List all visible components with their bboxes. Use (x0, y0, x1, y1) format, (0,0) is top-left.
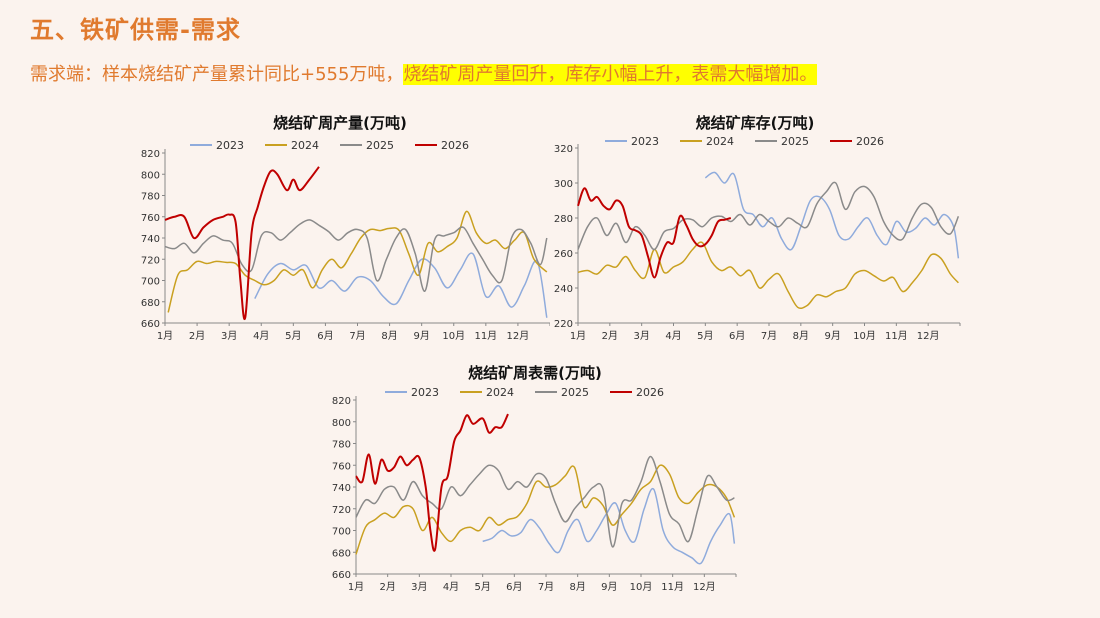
legend-label: 2023 (631, 135, 659, 148)
x-tick-label: 6月 (506, 581, 522, 593)
legend-label: 2025 (781, 135, 809, 148)
legend-label: 2025 (366, 139, 394, 152)
x-tick-label: 1月 (157, 330, 173, 342)
series-line-2025 (355, 455, 735, 548)
x-tick-label: 6月 (317, 330, 333, 342)
legend-label: 2026 (441, 139, 469, 152)
x-tick-label: 5月 (285, 330, 301, 342)
y-tick-label: 780 (141, 192, 160, 203)
chart-title: 烧结矿库存(万吨) (696, 114, 815, 132)
x-tick-label: 12月 (507, 330, 530, 342)
x-tick-label: 10月 (853, 330, 876, 342)
x-tick-label: 5月 (474, 581, 490, 593)
series-line-2026 (577, 187, 732, 279)
series-line-2023 (482, 487, 736, 565)
x-tick-label: 7月 (538, 581, 554, 593)
x-tick-label: 12月 (693, 581, 716, 593)
x-tick-label: 9月 (601, 581, 617, 593)
x-tick-label: 11月 (661, 581, 684, 593)
page-title: 五、铁矿供需-需求 (30, 16, 241, 44)
chart-sinter-weekly-output: 烧结矿周产量(万吨) 2023 2024 2025 2026 660 680 700 720 74… (141, 114, 550, 342)
x-tick-label: 6月 (729, 330, 745, 342)
legend-label: 2024 (291, 139, 319, 152)
x-tick-label: 8月 (793, 330, 809, 342)
series-line-2026 (355, 413, 509, 552)
y-tick-label: 800 (332, 418, 351, 429)
x-tick-label: 12月 (917, 330, 940, 342)
x-tick-label: 8月 (381, 330, 397, 342)
chart-sinter-apparent-demand: 烧结矿周表需(万吨) 2023 2024 2025 2026 660 680 700 720 74… (332, 364, 737, 593)
chart-title: 烧结矿周产量(万吨) (273, 114, 407, 132)
legend-label: 2024 (706, 135, 734, 148)
x-tick-label: 1月 (570, 330, 586, 342)
x-tick-label: 1月 (348, 581, 364, 593)
x-tick-label: 10月 (630, 581, 653, 593)
x-tick-label: 7月 (761, 330, 777, 342)
legend-label: 2023 (216, 139, 244, 152)
y-tick-label: 800 (141, 170, 160, 181)
series-line-2025 (577, 181, 960, 251)
y-tick-label: 680 (332, 548, 351, 559)
y-tick-label: 220 (554, 319, 573, 330)
x-tick-label: 8月 (569, 581, 585, 593)
series-line-2026 (164, 166, 320, 321)
subtitle-plain: 需求端：样本烧结矿产量累计同比+555万吨， (30, 64, 404, 85)
x-tick-label: 2月 (189, 330, 205, 342)
series-line-2023 (704, 171, 960, 259)
y-tick-label: 280 (554, 214, 573, 225)
y-tick-label: 740 (332, 483, 351, 494)
y-tick-label: 700 (141, 277, 160, 288)
x-tick-label: 5月 (697, 330, 713, 342)
x-tick-label: 2月 (379, 581, 395, 593)
chart-sinter-inventory: 烧结矿库存(万吨) 2023 2024 2025 2026 220 240 260 280 300… (554, 114, 961, 342)
x-tick-label: 4月 (443, 581, 459, 593)
y-tick-label: 300 (554, 179, 573, 190)
x-tick-label: 11月 (885, 330, 908, 342)
y-tick-label: 740 (141, 234, 160, 245)
series-line-2025 (164, 219, 548, 292)
series-line-2023 (254, 252, 548, 318)
y-tick-label: 720 (332, 505, 351, 516)
x-tick-label: 9月 (413, 330, 429, 342)
y-tick-label: 720 (141, 255, 160, 266)
legend-label: 2026 (856, 135, 884, 148)
x-tick-label: 2月 (602, 330, 618, 342)
x-tick-label: 4月 (665, 330, 681, 342)
page-subtitle: 需求端：样本烧结矿产量累计同比+555万吨，烧结矿周产量回升，库存小幅上升，表需… (30, 60, 818, 86)
y-tick-label: 680 (141, 298, 160, 309)
y-tick-label: 820 (141, 149, 160, 160)
series-line-2024 (577, 241, 959, 310)
series-line-2024 (355, 464, 736, 555)
x-tick-label: 7月 (349, 330, 365, 342)
y-tick-label: 240 (554, 284, 573, 295)
y-tick-label: 660 (332, 570, 351, 581)
x-tick-label: 4月 (253, 330, 269, 342)
chart-title: 烧结矿周表需(万吨) (468, 364, 602, 382)
y-tick-label: 260 (554, 249, 573, 260)
legend-label: 2023 (411, 386, 439, 399)
y-tick-label: 320 (554, 144, 573, 155)
x-tick-label: 10月 (442, 330, 465, 342)
series-line-2024 (167, 210, 548, 313)
y-tick-label: 760 (141, 213, 160, 224)
y-tick-label: 660 (141, 319, 160, 330)
y-tick-label: 780 (332, 440, 351, 451)
y-tick-label: 760 (332, 461, 351, 472)
y-tick-label: 700 (332, 527, 351, 538)
legend-label: 2026 (636, 386, 664, 399)
x-tick-label: 9月 (824, 330, 840, 342)
x-tick-label: 3月 (411, 581, 427, 593)
x-tick-label: 3月 (221, 330, 237, 342)
subtitle-highlight: 烧结矿周产量回升，库存小幅上升，表需大幅增加。 (403, 64, 818, 85)
legend-label: 2025 (561, 386, 589, 399)
y-tick-label: 820 (332, 396, 351, 407)
legend-label: 2024 (486, 386, 514, 399)
x-tick-label: 11月 (474, 330, 497, 342)
x-tick-label: 3月 (633, 330, 649, 342)
